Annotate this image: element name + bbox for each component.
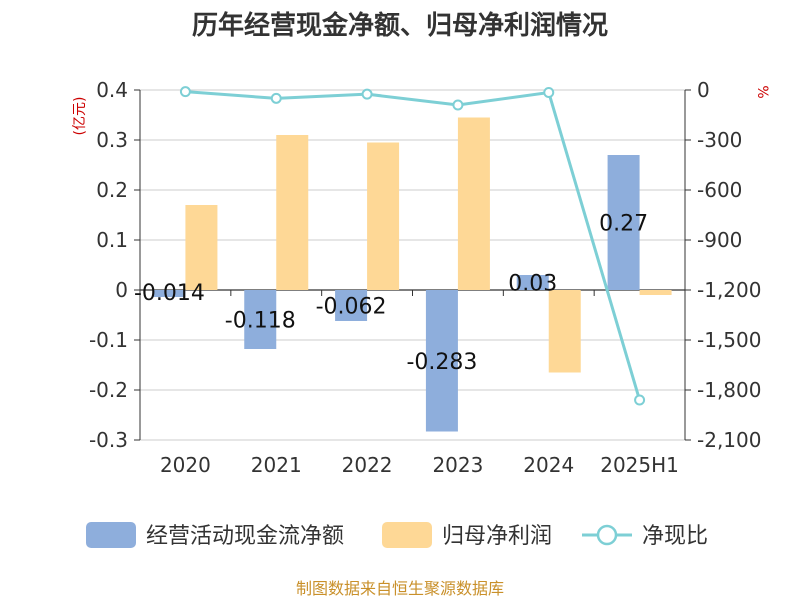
chart-title: 历年经营现金净额、归母净利润情况 [192, 10, 608, 41]
legend-swatch-ratio-marker [596, 524, 618, 546]
legend-swatch-cash-flow [86, 522, 136, 548]
category-label: 2021 [251, 453, 302, 477]
bar-cash-flow [153, 290, 186, 297]
bar-net-profit [367, 142, 400, 290]
point-ratio [634, 394, 646, 406]
bar-net-profit [639, 290, 672, 295]
left-tick-label: -0.2 [89, 378, 128, 402]
bar-net-profit [548, 290, 581, 373]
legend-label-cash-flow: 经营活动现金流净额 [146, 524, 344, 549]
left-tick-label: 0.4 [96, 78, 128, 102]
legend-swatch-net-profit [382, 522, 432, 548]
grid [140, 89, 685, 441]
left-tick-label: 0.3 [96, 128, 128, 152]
right-tick-label: -600 [697, 178, 742, 202]
point-ratio [270, 92, 282, 104]
point-ratio [179, 86, 191, 98]
bar-net-profit [457, 117, 490, 290]
data-label-cash-flow: 0.03 [508, 272, 557, 297]
line-ratio [185, 90, 642, 401]
legend-label-net-profit: 归母净利润 [442, 524, 552, 549]
left-tick-label: 0 [115, 278, 128, 302]
left-tick-label: 0.1 [96, 228, 128, 252]
data-label-cash-flow: -0.118 [225, 309, 296, 334]
right-tick-label: -900 [697, 228, 742, 252]
right-tick-label: -1,500 [697, 328, 761, 352]
right-tick-label: -2,100 [697, 428, 761, 452]
bar-net-profit [185, 205, 218, 290]
point-ratio [452, 99, 464, 111]
point-ratio [543, 87, 555, 98]
bar-cash-flow [516, 275, 549, 290]
right-tick-label: -1,200 [697, 278, 761, 302]
legend-label-ratio: 净现比 [642, 524, 708, 549]
source-note: 制图数据来自恒生聚源数据库 [296, 579, 504, 598]
bar-net-profit [276, 135, 309, 290]
category-label: 2024 [523, 453, 574, 477]
right-axis-unit: % [754, 85, 770, 98]
category-label: 2022 [342, 453, 393, 477]
bar-cash-flow [244, 290, 277, 349]
axes: 0.4 0.3 0.2 0.1 0 -0.1 -0.2 -0.3 0 -300 -600 -900 -1… [72, 78, 770, 477]
bar-cash-flow [425, 290, 458, 432]
data-label-cash-flow: -0.283 [406, 350, 477, 375]
left-tick-label: 0.2 [96, 178, 128, 202]
left-tick-label: -0.3 [89, 428, 128, 452]
bar-cash-flow [335, 290, 368, 321]
bar-cash-flow [607, 155, 640, 290]
data-label-cash-flow: 0.27 [599, 212, 648, 237]
right-tick-label: -1,800 [697, 378, 761, 402]
right-tick-label: -300 [697, 128, 742, 152]
data-label-cash-flow: -0.014 [134, 281, 205, 306]
category-label: 2023 [432, 453, 483, 477]
left-axis-unit: (亿元) [72, 97, 88, 136]
legend: 经营活动现金流净额 归母净利润 净现比 [86, 522, 708, 549]
point-ratio [361, 88, 373, 100]
category-label: 2020 [160, 453, 211, 477]
category-label: 2025H1 [600, 453, 679, 477]
bars [153, 117, 672, 432]
left-tick-label: -0.1 [89, 328, 128, 352]
data-labels: -0.014 -0.118 -0.062 -0.283 0.03 0.27 [134, 212, 648, 375]
right-tick-label: 0 [697, 78, 710, 102]
ratio-line [179, 86, 646, 406]
data-label-cash-flow: -0.062 [316, 295, 387, 320]
